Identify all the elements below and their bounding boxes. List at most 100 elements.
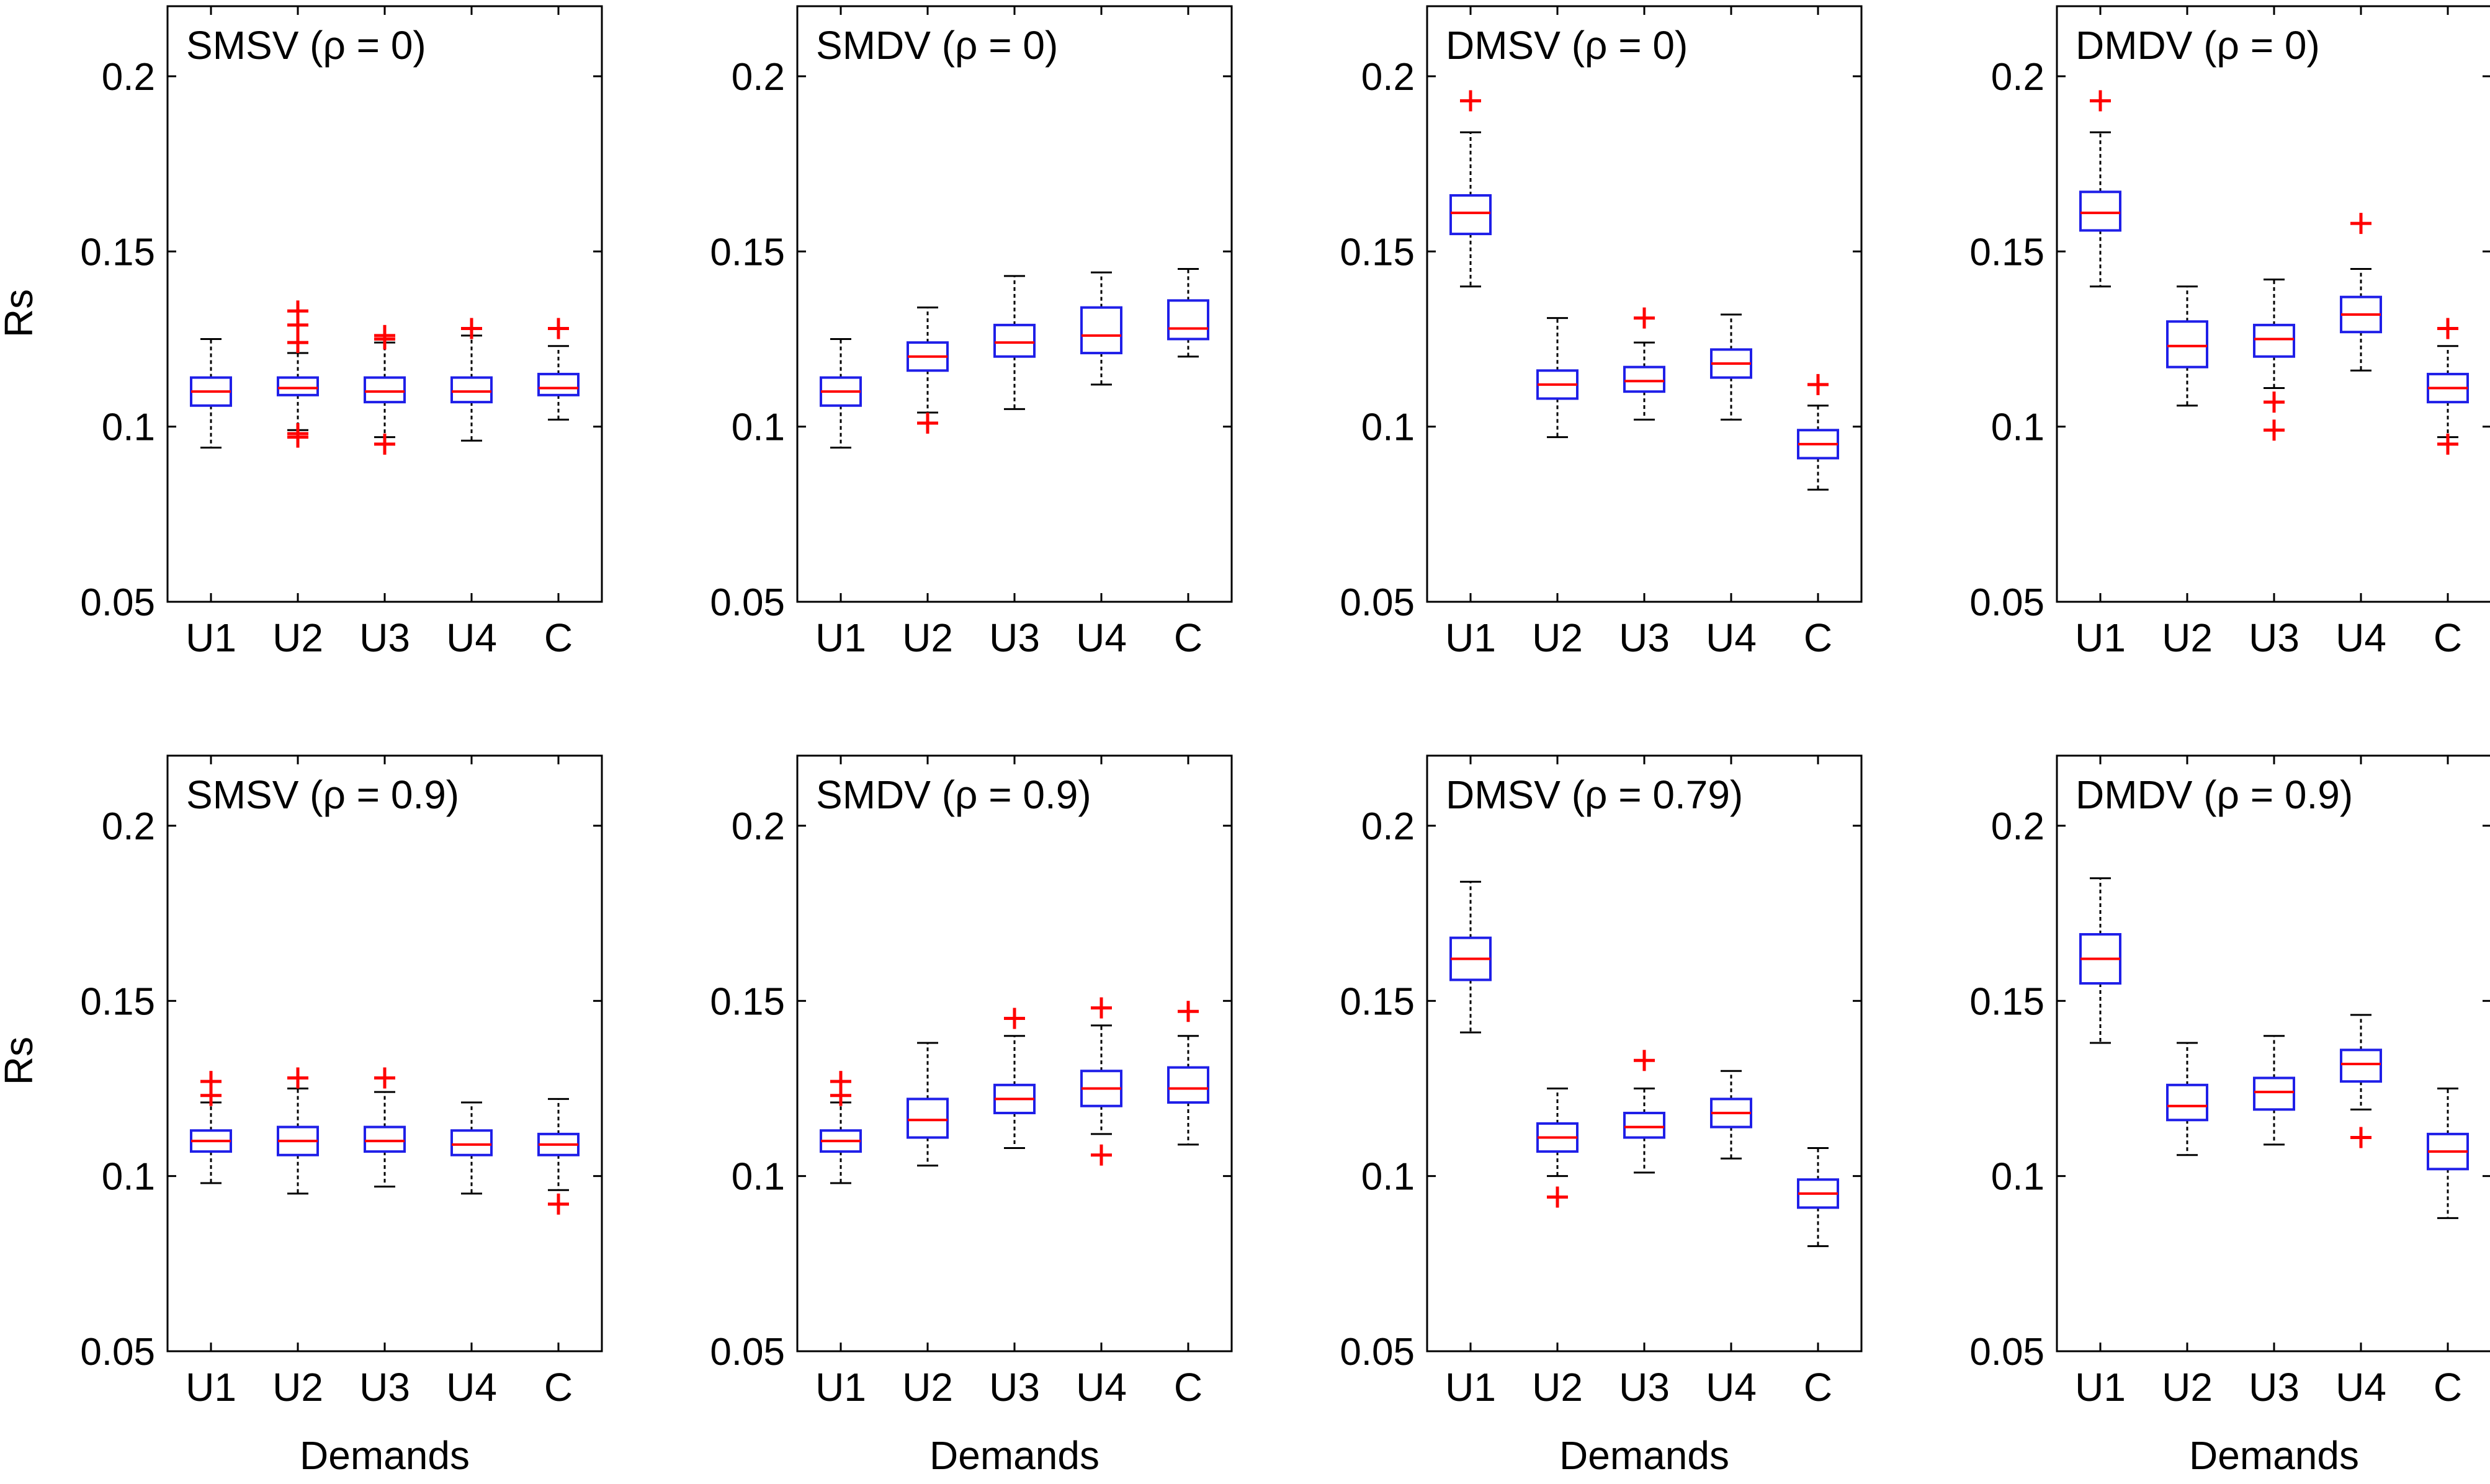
y-tick-label: 0.05	[80, 1331, 155, 1374]
box-U3	[993, 1008, 1036, 1149]
chart-panel-8: 0.05 0.1 0.15 0.2 U1 U2 U3 U4 C DMDV (ρ = 0.9) Dem…	[1969, 754, 2490, 1478]
y-tick-label: 0.1	[732, 406, 785, 449]
y-tick-label: 0.2	[102, 56, 155, 99]
x-tick-label: U2	[902, 1365, 953, 1410]
y-tick-label: 0.05	[80, 581, 155, 624]
x-tick-label: C	[1804, 615, 1832, 660]
outlier-marker	[2350, 213, 2371, 235]
box-C	[1797, 373, 1839, 491]
iqr-box	[1623, 365, 1665, 393]
box-U4	[1080, 997, 1122, 1166]
y-axis-label-bottom: Rs	[0, 1037, 41, 1085]
box-C	[2427, 1087, 2469, 1219]
x-tick-label: U2	[272, 1365, 323, 1410]
iqr-box	[277, 376, 319, 396]
box-U1	[820, 337, 862, 449]
outlier-marker	[1178, 1001, 1199, 1022]
box-C	[1167, 1001, 1209, 1146]
box-U3	[2253, 278, 2295, 441]
outlier-marker	[287, 1067, 308, 1089]
y-tick-label: 0.15	[1969, 231, 2044, 274]
x-tick-label: C	[544, 615, 573, 660]
x-tick-label: U2	[1532, 615, 1583, 660]
iqr-box	[2340, 1048, 2382, 1083]
iqr-box	[450, 376, 493, 404]
y-tick-label: 0.1	[102, 406, 155, 449]
x-tick-label: U1	[186, 1365, 236, 1410]
y-tick-label: 0.15	[710, 980, 785, 1023]
y-axis-label-top: Rs	[0, 289, 41, 337]
box-U1	[2079, 90, 2121, 288]
outlier-marker	[917, 413, 938, 434]
x-tick-label: U2	[272, 615, 323, 660]
box-U3	[2253, 1035, 2295, 1146]
chart-title: DMSV (ρ = 0.79)	[1446, 772, 1743, 817]
y-tick-label: 0.2	[1361, 805, 1415, 848]
y-tick-label: 0.2	[732, 56, 785, 99]
x-tick-label: U4	[1076, 1365, 1127, 1410]
outlier-marker	[2350, 1127, 2371, 1148]
box-U4	[1710, 1070, 1752, 1160]
outlier-marker	[374, 433, 395, 455]
x-tick-label: U2	[2162, 1365, 2213, 1410]
box-C	[1167, 268, 1209, 358]
x-axis-label: Demands	[929, 1433, 1099, 1478]
iqr-box	[364, 1125, 406, 1153]
box-C	[537, 318, 580, 421]
chart-title: SMDV (ρ = 0)	[816, 23, 1058, 68]
outlier-marker	[2090, 90, 2111, 112]
y-tick-label: 0.05	[710, 581, 785, 624]
iqr-box	[537, 372, 580, 396]
box-U1	[190, 1071, 232, 1184]
outlier-marker	[1634, 1050, 1655, 1071]
chart-title: SMSV (ρ = 0.9)	[186, 772, 459, 817]
x-tick-label: U1	[2075, 1365, 2126, 1410]
box-U2	[907, 1042, 949, 1167]
outlier-marker	[548, 318, 569, 339]
box-C	[1797, 1147, 1839, 1248]
x-tick-label: U3	[359, 615, 410, 660]
y-tick-label: 0.2	[102, 805, 155, 848]
iqr-box	[1080, 306, 1122, 355]
box-U1	[1449, 880, 1492, 1034]
y-tick-label: 0.05	[1969, 1331, 2044, 1374]
outlier-marker	[287, 332, 308, 354]
box-C	[2427, 318, 2469, 455]
iqr-box	[1623, 1112, 1665, 1139]
x-tick-label: U1	[1445, 615, 1496, 660]
iqr-box	[2253, 1076, 2295, 1111]
outlier-marker	[1091, 1144, 1112, 1166]
outlier-marker	[200, 1084, 222, 1106]
x-tick-label: U4	[2335, 615, 2386, 660]
x-tick-label: U1	[815, 615, 866, 660]
outlier-marker	[1807, 373, 1829, 395]
outlier-marker	[2264, 391, 2285, 413]
box-U3	[364, 324, 406, 455]
box-U1	[190, 337, 232, 449]
chart-title: DMDV (ρ = 0.9)	[2076, 772, 2353, 817]
iqr-box	[2166, 320, 2208, 369]
y-tick-label: 0.15	[710, 231, 785, 274]
iqr-box	[364, 376, 406, 404]
y-tick-label: 0.1	[1361, 406, 1415, 449]
x-tick-label: U1	[815, 1365, 866, 1410]
y-tick-label: 0.1	[102, 1156, 155, 1199]
box-U3	[1623, 307, 1665, 421]
y-tick-label: 0.2	[1991, 56, 2044, 99]
box-U1	[820, 1071, 862, 1184]
box-U2	[907, 306, 949, 434]
x-tick-label: U4	[1706, 1365, 1757, 1410]
y-tick-label: 0.2	[1991, 805, 2044, 848]
box-U4	[1080, 271, 1122, 386]
y-tick-label: 0.2	[1361, 56, 1415, 99]
y-tick-label: 0.15	[1340, 231, 1415, 274]
iqr-box	[2166, 1083, 2208, 1122]
box-U2	[2166, 1042, 2208, 1156]
outlier-marker	[1004, 1008, 1025, 1029]
box-U2	[2166, 285, 2208, 407]
iqr-box	[2253, 323, 2295, 358]
chart-panel-7: 0.05 0.1 0.15 0.2 U1 U2 U3 U4 C DMSV (ρ = 0.79) De…	[1340, 754, 1863, 1478]
outlier-marker	[1547, 1186, 1568, 1208]
box-U2	[277, 300, 319, 448]
